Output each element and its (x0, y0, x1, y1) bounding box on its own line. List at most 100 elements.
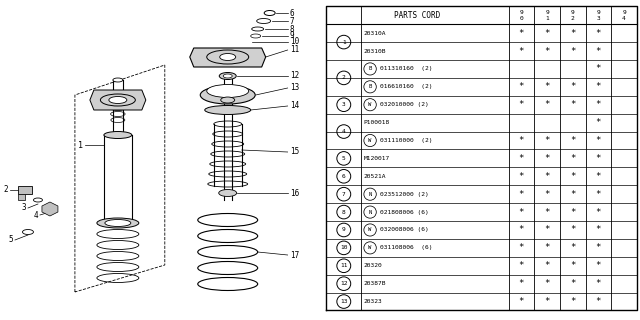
Ellipse shape (205, 106, 251, 115)
Text: 032010000 (2): 032010000 (2) (380, 102, 429, 107)
Text: W: W (369, 228, 372, 232)
Text: *: * (518, 154, 524, 163)
Text: 4: 4 (342, 129, 346, 134)
Text: 9
0: 9 0 (520, 10, 524, 21)
Text: *: * (596, 261, 601, 270)
Text: 031108006  (6): 031108006 (6) (380, 245, 433, 250)
Ellipse shape (104, 132, 132, 139)
Text: *: * (518, 46, 524, 56)
Text: *: * (596, 208, 601, 217)
Text: *: * (518, 82, 524, 91)
Text: 11: 11 (340, 263, 348, 268)
Text: 021808006 (6): 021808006 (6) (380, 210, 429, 215)
Ellipse shape (97, 218, 139, 228)
Text: *: * (545, 261, 550, 270)
Text: *: * (570, 244, 575, 252)
Text: *: * (570, 226, 575, 235)
Text: *: * (545, 29, 550, 38)
Text: *: * (545, 82, 550, 91)
Text: *: * (545, 46, 550, 56)
Text: *: * (518, 136, 524, 145)
Text: *: * (518, 29, 524, 38)
Ellipse shape (207, 50, 249, 64)
Text: *: * (596, 244, 601, 252)
Text: W: W (369, 102, 372, 107)
Ellipse shape (207, 84, 249, 98)
Text: 12: 12 (340, 281, 348, 286)
Text: 9
1: 9 1 (545, 10, 549, 21)
Ellipse shape (220, 73, 236, 79)
Text: *: * (570, 279, 575, 288)
Text: 17: 17 (290, 251, 299, 260)
Text: *: * (596, 64, 601, 73)
Text: 011310160  (2): 011310160 (2) (380, 67, 433, 71)
Text: 20310A: 20310A (364, 31, 387, 36)
Text: *: * (596, 100, 601, 109)
Text: *: * (518, 261, 524, 270)
Text: 6: 6 (342, 174, 346, 179)
Text: *: * (545, 226, 550, 235)
Text: 14: 14 (290, 101, 299, 110)
Text: *: * (596, 172, 601, 181)
Text: 5: 5 (342, 156, 346, 161)
Text: 9: 9 (290, 31, 294, 41)
Text: *: * (596, 190, 601, 199)
Ellipse shape (221, 97, 235, 103)
Text: 20521A: 20521A (364, 174, 387, 179)
Text: 8: 8 (342, 210, 346, 215)
Text: B: B (369, 84, 372, 89)
Text: *: * (570, 100, 575, 109)
Text: 20320: 20320 (364, 263, 383, 268)
Text: *: * (570, 29, 575, 38)
Polygon shape (190, 48, 266, 67)
Text: 10: 10 (290, 37, 299, 46)
Text: *: * (545, 100, 550, 109)
Text: 7: 7 (290, 17, 294, 26)
Ellipse shape (105, 220, 131, 227)
Ellipse shape (223, 74, 232, 78)
Text: N: N (369, 192, 372, 197)
Ellipse shape (109, 97, 127, 103)
Text: *: * (596, 226, 601, 235)
Text: 20387B: 20387B (364, 281, 387, 286)
Text: 9
4: 9 4 (622, 10, 626, 21)
Ellipse shape (113, 78, 123, 82)
Ellipse shape (200, 86, 255, 104)
Text: P100018: P100018 (364, 120, 390, 125)
Text: 13: 13 (290, 84, 299, 92)
Text: B: B (369, 67, 372, 71)
Bar (18, 194, 25, 200)
Ellipse shape (220, 53, 236, 60)
Text: 023512000 (2): 023512000 (2) (380, 192, 429, 197)
Text: *: * (518, 244, 524, 252)
Text: 5: 5 (8, 236, 13, 244)
Text: W: W (369, 138, 372, 143)
Text: 7: 7 (342, 192, 346, 197)
Text: *: * (596, 29, 601, 38)
Text: 4: 4 (33, 211, 38, 220)
Text: 032008006 (6): 032008006 (6) (380, 228, 429, 232)
Polygon shape (90, 90, 146, 110)
Text: *: * (570, 190, 575, 199)
Text: *: * (596, 46, 601, 56)
Text: *: * (596, 154, 601, 163)
Text: *: * (545, 279, 550, 288)
Text: *: * (570, 154, 575, 163)
Text: 016610160  (2): 016610160 (2) (380, 84, 433, 89)
Text: *: * (518, 190, 524, 199)
Text: 20310B: 20310B (364, 49, 387, 53)
Text: 6: 6 (290, 9, 294, 18)
Text: 10: 10 (340, 245, 348, 250)
Text: *: * (518, 172, 524, 181)
Text: *: * (518, 100, 524, 109)
Text: *: * (570, 208, 575, 217)
Text: *: * (596, 82, 601, 91)
Text: *: * (570, 297, 575, 306)
Ellipse shape (33, 198, 42, 202)
Ellipse shape (219, 189, 237, 196)
Text: W: W (369, 245, 372, 250)
Text: *: * (570, 46, 575, 56)
Text: M120017: M120017 (364, 156, 390, 161)
Text: *: * (570, 82, 575, 91)
Text: 3: 3 (342, 102, 346, 107)
